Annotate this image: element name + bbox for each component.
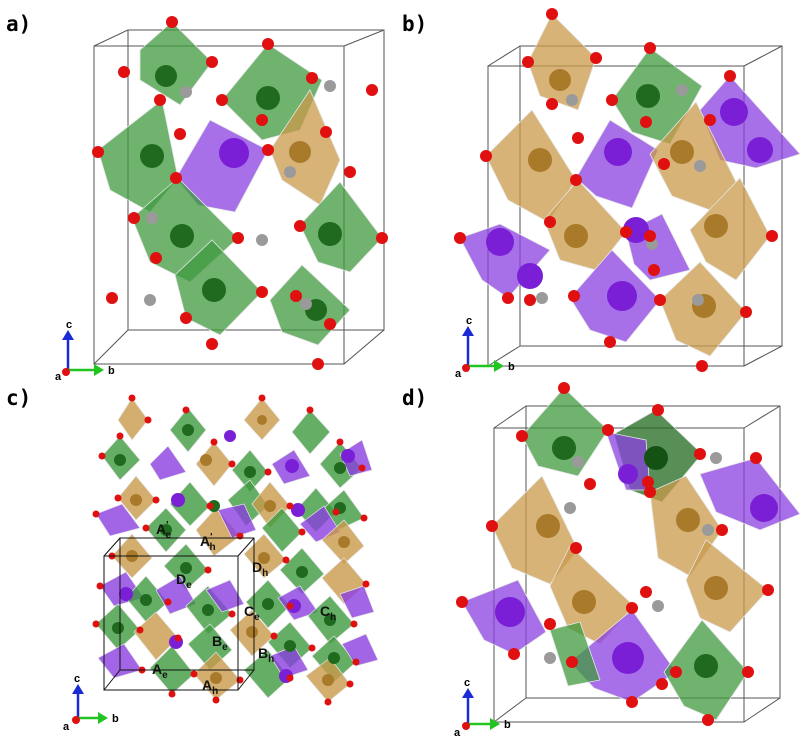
polyhedra-a bbox=[97, 21, 383, 346]
metal-atom bbox=[517, 263, 543, 289]
carbon-atoms-b bbox=[536, 84, 706, 306]
oxygen-atoms-c bbox=[92, 394, 370, 706]
carbon-atoms-d bbox=[544, 452, 722, 664]
metal-atom bbox=[572, 590, 596, 614]
site-label-de: De bbox=[176, 571, 192, 591]
metal-atom bbox=[528, 148, 552, 172]
axis-indicator-c: c b a bbox=[63, 673, 119, 733]
metal-atom bbox=[670, 140, 694, 164]
axis-label-c: c bbox=[66, 319, 72, 331]
axis-label-b: b bbox=[112, 713, 119, 725]
structure-c: A' e A' h De Dh Ce Ch Be Bh Ae Ah c b a bbox=[63, 394, 379, 733]
oxygen-atoms-a bbox=[92, 16, 388, 370]
metal-atom bbox=[636, 84, 660, 108]
axis-label-c: c bbox=[466, 315, 472, 327]
axis-indicator-b: c b a bbox=[455, 315, 515, 380]
axis-label-b: b bbox=[108, 365, 115, 377]
site-label-dh: Dh bbox=[252, 559, 268, 579]
metal-atom bbox=[604, 138, 632, 166]
panel-label-a: a) bbox=[6, 12, 32, 36]
metal-atom bbox=[170, 224, 194, 248]
site-label-be: Be bbox=[212, 633, 228, 653]
metal-atom bbox=[676, 508, 700, 532]
site-label-ch: Ch bbox=[320, 603, 336, 623]
axis-label-a: a bbox=[55, 371, 62, 380]
axis-indicator-d: c b a bbox=[454, 677, 511, 737]
metal-atom bbox=[704, 214, 728, 238]
structure-b: c b a bbox=[454, 8, 801, 380]
panel-label-d: d) bbox=[402, 386, 428, 410]
site-label-ce: Ce bbox=[244, 603, 260, 623]
panel-label-b: b) bbox=[402, 12, 428, 36]
cations-b bbox=[486, 69, 773, 318]
metal-atom bbox=[564, 224, 588, 248]
metal-atom bbox=[155, 65, 177, 87]
panel-a: c b a bbox=[0, 0, 400, 380]
metal-atom bbox=[536, 514, 560, 538]
brown-octahedron bbox=[689, 177, 771, 281]
metal-atom bbox=[720, 98, 748, 126]
panel-c: A' e A' h De Dh Ce Ch Be Bh Ae Ah c b a bbox=[0, 380, 400, 737]
green-octahedron bbox=[139, 21, 213, 106]
green-octahedron bbox=[521, 387, 609, 477]
panel-b: c b a bbox=[400, 0, 802, 380]
metal-atom bbox=[607, 281, 637, 311]
axis-label-a: a bbox=[454, 727, 461, 737]
metal-atom bbox=[618, 464, 638, 484]
cations-a bbox=[140, 65, 342, 321]
metal-atom bbox=[552, 436, 576, 460]
metal-atom bbox=[202, 278, 226, 302]
axis-indicator-a: c b a bbox=[55, 319, 115, 380]
metal-atom bbox=[256, 86, 280, 110]
metal-atom bbox=[694, 654, 718, 678]
metal-atom bbox=[289, 141, 311, 163]
metal-atom bbox=[219, 138, 249, 168]
green-octahedron bbox=[549, 621, 601, 687]
cations-d bbox=[495, 436, 778, 678]
axis-label-c: c bbox=[464, 677, 470, 689]
site-label-ae-prime: A' e bbox=[156, 520, 172, 541]
axis-label-b: b bbox=[504, 719, 511, 731]
structure-d: c b a bbox=[454, 382, 801, 737]
metal-atom bbox=[704, 576, 728, 600]
metal-atom bbox=[747, 137, 773, 163]
axis-label-a: a bbox=[63, 721, 70, 733]
structure-a: c b a bbox=[55, 16, 388, 380]
metal-atom bbox=[486, 228, 514, 256]
axis-label-c: c bbox=[74, 673, 80, 685]
site-label-ah-prime: A' h bbox=[200, 532, 216, 553]
site-labels-c: A' e A' h De Dh Ce Ch Be Bh Ae Ah bbox=[152, 520, 336, 697]
metal-atom bbox=[140, 144, 164, 168]
metal-atom bbox=[318, 222, 342, 246]
metal-atom bbox=[612, 642, 644, 674]
panel-label-c: c) bbox=[6, 386, 32, 410]
oxygen-atoms-b bbox=[454, 8, 778, 372]
carbon-atoms-a bbox=[144, 80, 336, 310]
panel-d: c b a bbox=[400, 380, 802, 737]
site-label-ah: Ah bbox=[202, 677, 218, 697]
metal-atom bbox=[549, 69, 571, 91]
metal-atom bbox=[644, 446, 668, 470]
brown-octahedron bbox=[527, 13, 597, 111]
metal-atom bbox=[495, 597, 525, 627]
metal-atom bbox=[750, 494, 778, 522]
oxygen-atoms-d bbox=[456, 382, 774, 726]
unit-cell-c bbox=[103, 537, 255, 691]
axis-label-a: a bbox=[455, 368, 462, 380]
site-label-ae: Ae bbox=[152, 661, 168, 681]
axis-label-b: b bbox=[508, 361, 515, 373]
site-label-bh: Bh bbox=[258, 645, 274, 665]
green-octahedron bbox=[299, 181, 383, 273]
